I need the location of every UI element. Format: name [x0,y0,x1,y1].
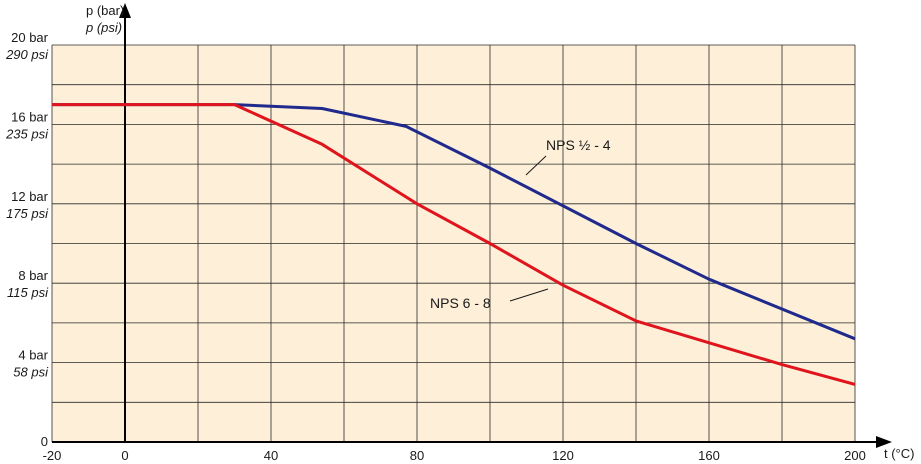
leader-line-nps-6-8 [509,288,549,302]
y-axis-label: p (bar) [86,3,124,18]
y-tick-label: 4 bar [18,348,48,363]
y-tick-label: 8 bar [18,268,48,283]
y-tick-label: 16 bar [11,109,49,124]
y-tick-label-psi: 58 psi [13,365,49,380]
y-tick-label-psi: 175 psi [6,206,49,221]
x-tick-label: 120 [552,448,574,463]
series-label-nps-6-8: NPS 6 - 8 [430,295,491,311]
y-tick-label: 0 [41,434,48,449]
x-axis-arrow-icon [876,436,892,448]
x-tick-label: 200 [844,448,866,463]
y-axis-arrow-icon [119,3,131,18]
y-tick-label: 20 bar [11,30,49,45]
leader-line-nps-half-4 [525,155,547,176]
series-lines [52,103,856,386]
series-label-nps-half-4: NPS ½ - 4 [546,137,611,153]
y-tick-label-psi: 115 psi [7,285,49,300]
y-axis-label-psi: p (psi) [85,20,122,35]
annotations [509,155,549,302]
x-tick-label: 40 [264,448,278,463]
x-tick-label: 0 [121,448,128,463]
grid [51,44,856,443]
series-line-nps-6-8 [52,103,856,386]
series-line-nps-half-4 [52,103,856,341]
x-tick-label: -20 [43,448,62,463]
y-tick-label: 12 bar [11,189,49,204]
x-axis-label: t (°C) [884,446,914,461]
x-tick-label: 80 [410,448,424,463]
x-tick-label: 160 [698,448,720,463]
y-tick-label-psi: 235 psi [5,126,49,141]
y-tick-label-psi: 290 psi [5,47,49,62]
